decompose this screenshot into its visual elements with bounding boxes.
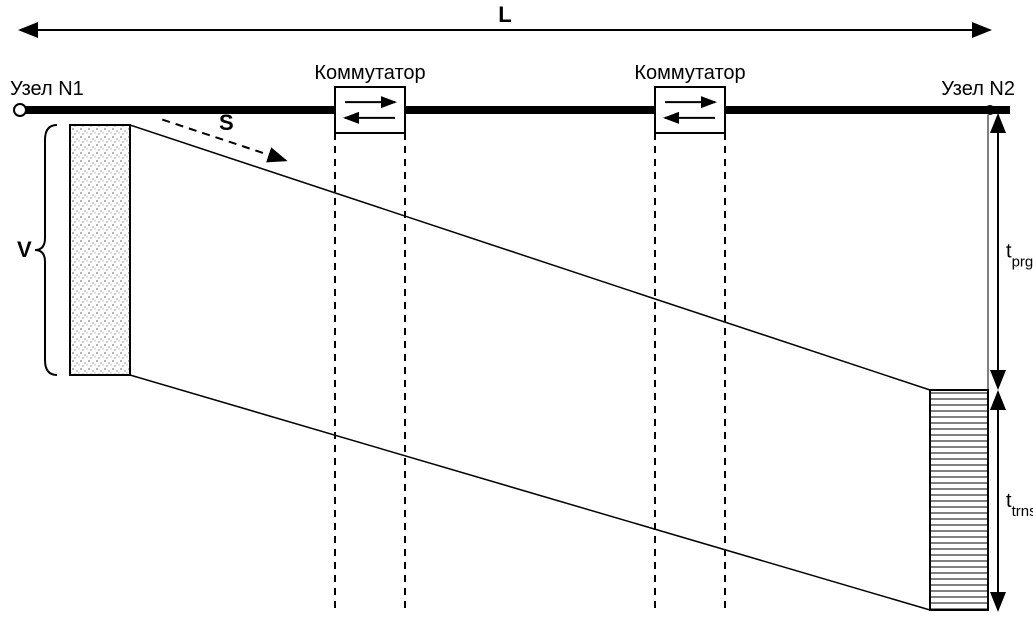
label-S: S (219, 110, 234, 135)
node-right-dot (985, 105, 995, 115)
dim-t-prg-label: tprg (1006, 241, 1033, 271)
packet-source-rect (70, 125, 130, 375)
brace-V (35, 125, 57, 375)
switch-1: Коммутатор (314, 62, 425, 610)
switch-1-label: Коммутатор (314, 62, 425, 84)
node-right-label: Узел N2 (941, 78, 1015, 100)
dimension-L-label: L (498, 2, 511, 27)
propagation-line-top (130, 125, 930, 390)
propagation-line-bottom (130, 375, 930, 610)
packet-dest-rect (930, 390, 988, 610)
node-left-dot (14, 104, 26, 116)
label-V: V (17, 237, 32, 262)
switch-2-label: Коммутатор (634, 62, 745, 84)
dim-t-trns-label: ttrns (1006, 490, 1033, 520)
node-left-label: Узел N1 (10, 78, 84, 100)
